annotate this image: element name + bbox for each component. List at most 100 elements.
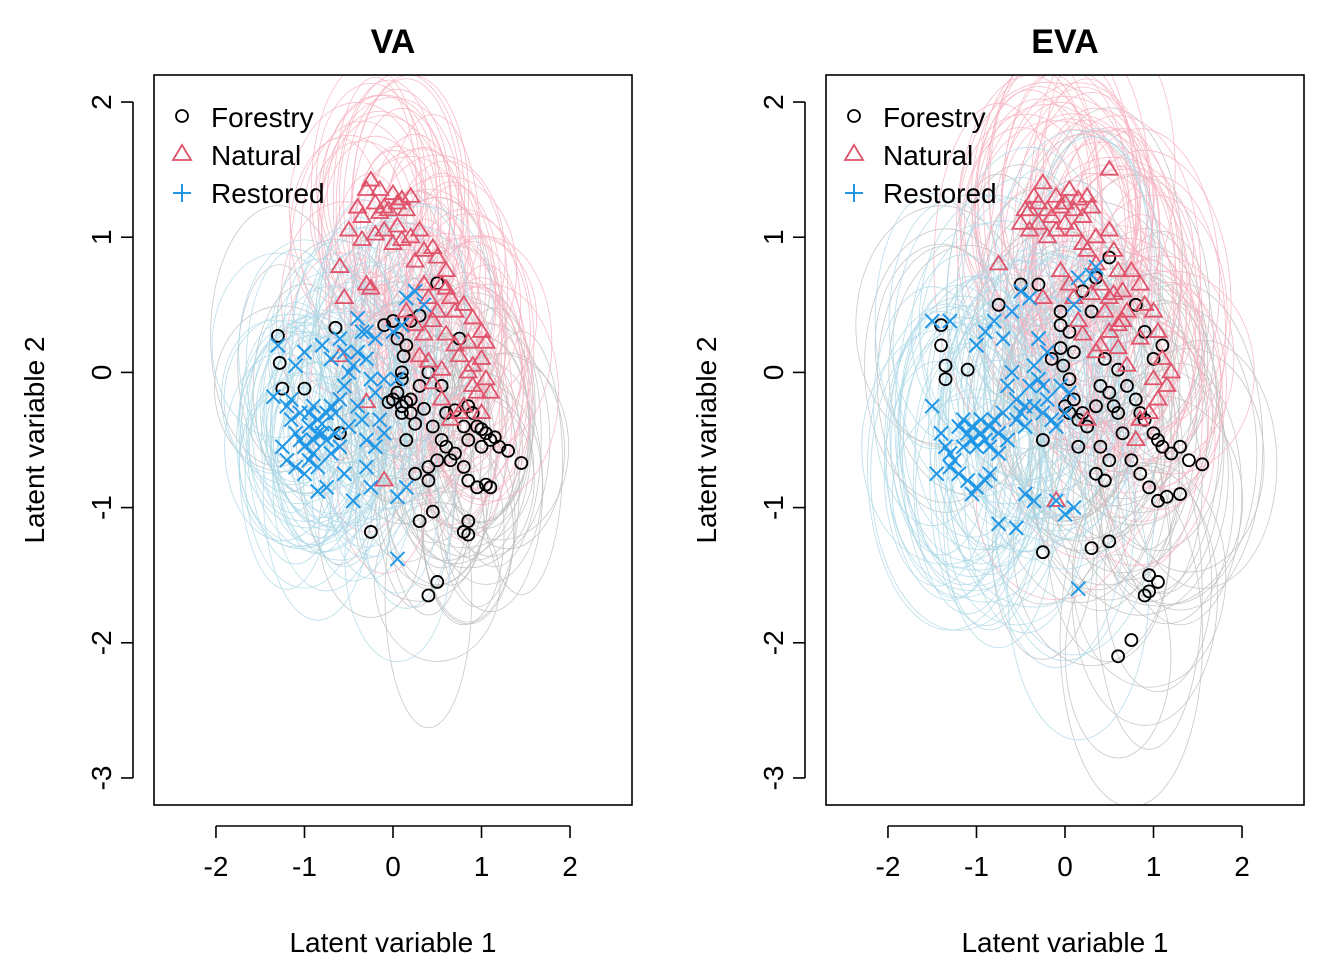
- va-restored-point: [372, 412, 388, 428]
- eva-restored-ellipse: [937, 260, 1114, 553]
- eva-restored-point: [995, 330, 1011, 347]
- eva-natural-point: [1107, 337, 1129, 355]
- eva-restored-point: [982, 439, 998, 455]
- eva-restored-point: [1052, 378, 1069, 394]
- eva-y-axis: 2 1 0 -1 -2 -3: [758, 94, 806, 791]
- va-forestry-point: [421, 588, 436, 603]
- va-forestry-point: [501, 443, 515, 458]
- va-natural-point: [431, 359, 452, 376]
- va-x-tick-label: 0: [385, 851, 401, 882]
- eva-forestry-point: [1151, 493, 1165, 508]
- va-restored-point: [305, 445, 322, 462]
- eva-restored-ellipse: [944, 273, 1072, 607]
- va-forestry-point: [390, 385, 405, 400]
- eva-forestry-point: [1066, 345, 1081, 360]
- eva-natural-ellipse: [999, 280, 1176, 559]
- eva-natural-point: [1077, 240, 1098, 257]
- eva-restored-ellipse: [983, 307, 1103, 519]
- plot-va: VA Latent variable 1 Latent variable 2 -…: [19, 23, 633, 958]
- va-natural-ellipse: [351, 156, 470, 319]
- eva-restored-point: [1039, 344, 1056, 360]
- va-restored-point: [287, 425, 304, 441]
- eva-forestry-point: [1151, 433, 1165, 447]
- eva-forestry-point: [1115, 426, 1130, 441]
- va-forestry-point: [399, 338, 414, 353]
- va-forestry-point: [275, 381, 290, 396]
- eva-natural-point: [1130, 409, 1151, 426]
- va-natural-point: [387, 216, 408, 233]
- va-natural-ellipse: [368, 154, 506, 361]
- eva-forestry-point: [1097, 473, 1112, 488]
- va-natural-point: [382, 183, 404, 200]
- va-natural-point: [351, 229, 373, 246]
- va-restored-point: [345, 357, 361, 374]
- va-forestry-ellipse: [374, 501, 501, 662]
- eva-forestry-ellipse: [1047, 420, 1172, 663]
- eva-natural-point: [1032, 172, 1053, 190]
- va-restored-point: [265, 389, 282, 405]
- va-natural-point: [413, 240, 435, 257]
- eva-restored-ellipse: [1007, 437, 1150, 741]
- eva-natural-ellipse: [1000, 113, 1148, 308]
- va-natural-point: [435, 324, 457, 341]
- eva-restored-point: [990, 445, 1007, 462]
- eva-natural-ellipse: [1029, 75, 1137, 386]
- va-restored-point: [389, 371, 406, 387]
- eva-natural-point: [1094, 301, 1115, 318]
- eva-restored-point: [1070, 580, 1086, 597]
- va-natural-point: [409, 220, 430, 237]
- va-restored-ellipse: [238, 386, 353, 548]
- va-forestry-point: [514, 456, 529, 470]
- eva-restored-ellipse: [1027, 135, 1156, 415]
- va-natural-point: [396, 301, 417, 318]
- va-restored-ellipse: [250, 326, 332, 513]
- va-restored-ellipse: [270, 309, 375, 539]
- eva-restored-ellipse: [885, 306, 1015, 601]
- eva-restored-ellipse: [1002, 254, 1119, 518]
- va-natural-point: [351, 206, 373, 223]
- va-restored-point: [376, 371, 392, 387]
- va-natural-point: [369, 179, 390, 196]
- va-restored-point: [358, 324, 375, 340]
- eva-restored-point: [933, 425, 949, 441]
- eva-y-tick-label: -3: [758, 766, 789, 791]
- va-restored-point: [358, 459, 375, 475]
- va-forestry-point: [461, 473, 476, 488]
- eva-restored-point: [973, 412, 989, 428]
- eva-legend-restored-marker: [845, 184, 863, 202]
- va-natural-point: [356, 179, 377, 196]
- va-forestry-point: [394, 399, 409, 414]
- eva-forestry-ellipse: [1064, 554, 1172, 759]
- eva-forestry-point: [1102, 385, 1117, 400]
- eva-natural-point: [1125, 429, 1146, 447]
- va-forestry-ellipse: [375, 273, 481, 471]
- va-forestry-point: [412, 514, 427, 529]
- va-restored-point: [323, 445, 339, 462]
- eva-natural-ellipse: [1043, 75, 1176, 314]
- va-legend: Forestry Natural Restored: [171, 102, 325, 209]
- eva-restored-point: [1017, 418, 1033, 435]
- eva-restored-point: [982, 418, 998, 435]
- eva-restored-ellipse: [935, 359, 1062, 548]
- eva-forestry-point: [1137, 588, 1152, 603]
- eva-restored-point: [1035, 405, 1051, 421]
- va-restored-point: [314, 416, 330, 432]
- eva-restored-point: [968, 479, 985, 496]
- va-x-tick-label: 1: [474, 851, 490, 882]
- eva-restored-point: [924, 398, 940, 414]
- eva-natural-ellipse: [1087, 270, 1255, 475]
- va-y-tick-label: 1: [86, 229, 117, 245]
- eva-natural-point: [1063, 287, 1084, 305]
- eva-natural-ellipse: [1060, 128, 1221, 441]
- eva-forestry-ellipse: [1072, 395, 1244, 607]
- eva-restored-ellipse: [947, 248, 1122, 483]
- eva-forestry-point: [1120, 379, 1134, 393]
- va-natural-point: [400, 186, 421, 203]
- eva-x-tick-label: 1: [1146, 851, 1162, 882]
- eva-forestry-point: [1124, 453, 1139, 468]
- eva-natural-point: [1050, 197, 1071, 214]
- eva-restored-point: [1035, 378, 1051, 394]
- eva-restored-point: [999, 432, 1016, 448]
- eva-ylabel: Latent variable 2: [691, 336, 722, 543]
- eva-forestry-point: [1111, 362, 1126, 377]
